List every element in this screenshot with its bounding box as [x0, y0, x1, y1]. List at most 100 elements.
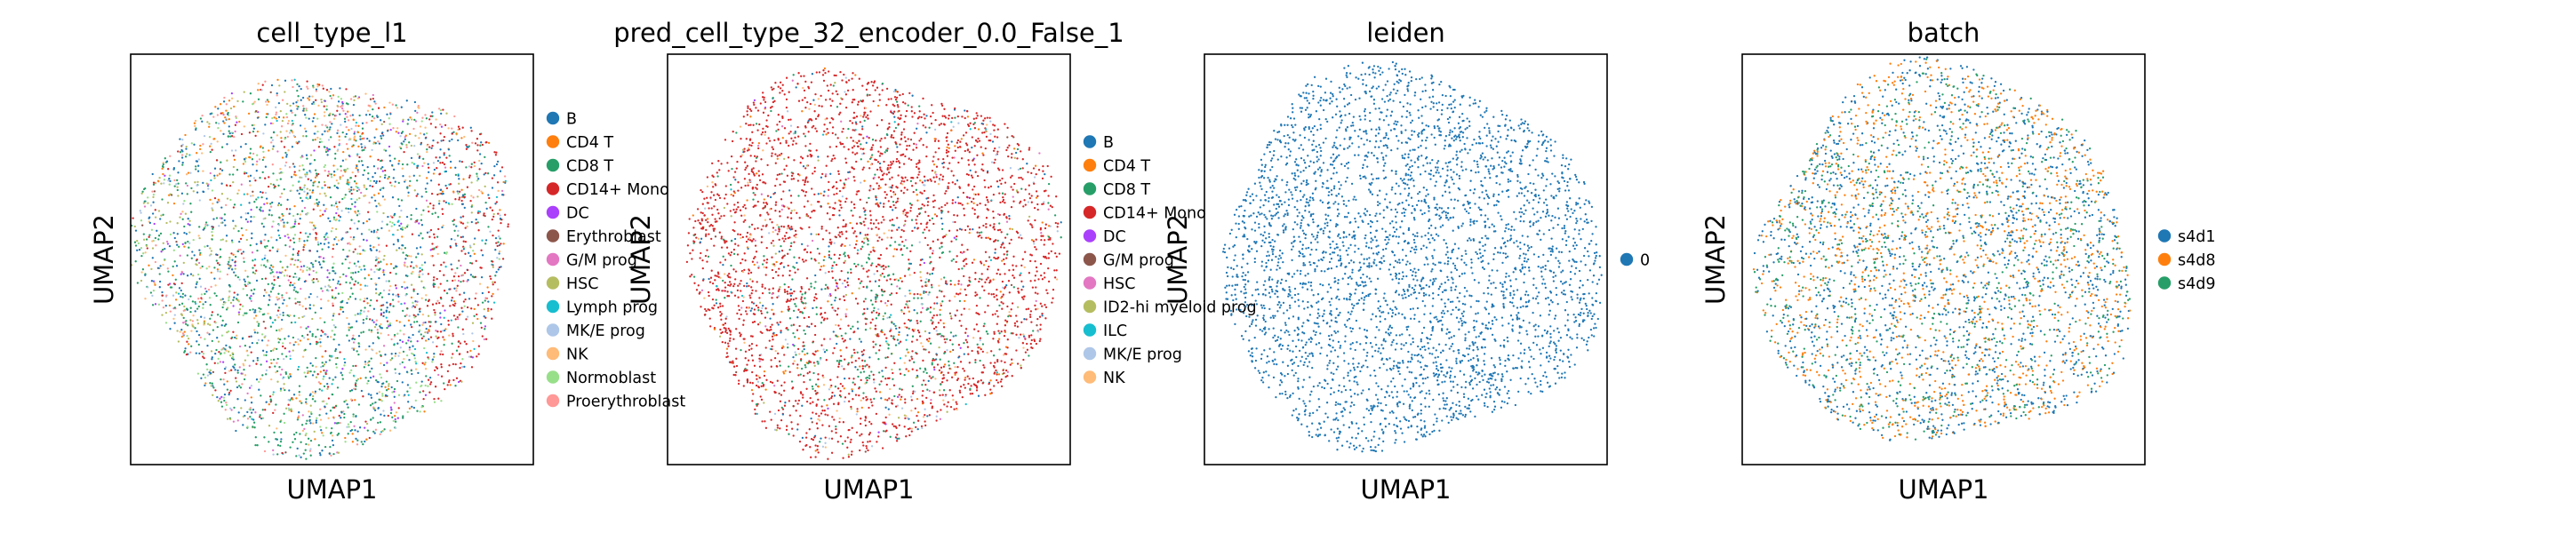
scatter-point: [173, 314, 176, 316]
scatter-point: [904, 295, 907, 298]
scatter-point: [306, 239, 308, 242]
scatter-point: [334, 287, 338, 290]
scatter-point: [292, 394, 296, 396]
scatter-point: [276, 250, 279, 253]
scatter-point: [217, 126, 220, 130]
scatter-point: [164, 259, 166, 261]
scatter-point: [287, 407, 291, 410]
scatter-point: [991, 140, 995, 143]
scatter-point: [350, 192, 353, 195]
scatter-point: [255, 206, 259, 209]
scatter-point: [450, 238, 453, 241]
scatter-point: [985, 330, 988, 333]
scatter-point: [309, 195, 312, 198]
scatter-point: [805, 400, 809, 403]
scatter-point: [296, 266, 299, 268]
scatter-point: [498, 252, 500, 255]
scatter-point: [458, 314, 460, 316]
scatter-point: [297, 415, 300, 418]
scatter-point: [299, 400, 301, 402]
scatter-point: [851, 354, 853, 357]
scatter-point: [450, 319, 452, 322]
scatter-point: [736, 201, 740, 204]
scatter-point: [232, 298, 235, 301]
scatter-point: [400, 248, 403, 251]
scatter-point: [284, 388, 286, 392]
scatter-point: [470, 307, 473, 310]
scatter-point: [219, 255, 222, 259]
scatter-point: [315, 356, 317, 360]
scatter-point: [137, 242, 140, 245]
scatter-point: [446, 279, 449, 282]
scatter-point: [132, 217, 134, 219]
scatter-point: [292, 163, 295, 165]
scatter-point: [248, 335, 251, 338]
scatter-point: [491, 209, 494, 211]
scatter-point: [434, 311, 436, 314]
scatter-point: [243, 364, 245, 367]
scatter-point: [265, 351, 268, 354]
scatter-point: [404, 302, 406, 305]
scatter-point: [454, 173, 458, 177]
scatter-point: [1008, 214, 1011, 218]
scatter-point: [312, 269, 315, 273]
scatter-point: [957, 293, 960, 296]
scatter-point: [190, 345, 193, 347]
scatter-point: [484, 243, 487, 245]
scatter-point: [436, 277, 438, 281]
scatter-point: [231, 259, 234, 261]
scatter-point: [444, 252, 448, 255]
legend-label: NK: [566, 346, 588, 364]
scatter-point: [348, 296, 352, 298]
scatter-point: [272, 349, 275, 352]
scatter-point: [426, 177, 428, 179]
scatter-point: [447, 319, 450, 322]
scatter-point: [339, 87, 341, 90]
scatter-point: [941, 300, 944, 303]
scatter-point: [956, 146, 959, 149]
scatter-point: [382, 259, 385, 261]
scatter-point: [1022, 205, 1025, 208]
scatter-point: [334, 114, 337, 117]
scatter-point: [374, 259, 378, 262]
scatter-point: [332, 270, 335, 273]
scatter-point: [873, 273, 876, 275]
scatter-point: [152, 280, 156, 282]
scatter-point: [286, 274, 289, 277]
scatter-point: [466, 268, 469, 272]
scatter-point: [755, 123, 758, 125]
scatter-point: [474, 275, 477, 278]
scatter-point: [353, 132, 356, 135]
scatter-point: [738, 379, 740, 382]
scatter-point: [468, 298, 471, 300]
scatter-point: [498, 250, 501, 253]
scatter-point: [332, 378, 334, 381]
scatter-point: [420, 232, 422, 235]
scatter-point: [348, 261, 351, 264]
scatter-point: [411, 233, 414, 235]
scatter-point: [395, 104, 397, 107]
scatter-point: [232, 165, 236, 169]
scatter-point: [145, 244, 148, 247]
scatter-point: [197, 333, 201, 337]
scatter-point: [490, 308, 492, 311]
scatter-point: [382, 187, 385, 189]
scatter-point: [391, 416, 394, 418]
scatter-point: [773, 265, 776, 267]
scatter-point: [308, 95, 311, 98]
scatter-point: [312, 228, 315, 231]
scatter-point: [716, 193, 719, 195]
scatter-point: [307, 338, 309, 341]
scatter-point: [956, 229, 959, 232]
scatter-point: [816, 449, 819, 451]
scatter-point: [436, 299, 439, 302]
scatter-point: [320, 287, 323, 290]
scatter-point: [172, 167, 176, 170]
scatter-point: [308, 394, 311, 397]
scatter-point: [213, 174, 216, 177]
scatter-point: [327, 242, 330, 244]
scatter-point: [267, 240, 270, 243]
scatter-point: [834, 309, 836, 313]
scatter-point: [779, 183, 781, 187]
scatter-point: [264, 327, 267, 330]
